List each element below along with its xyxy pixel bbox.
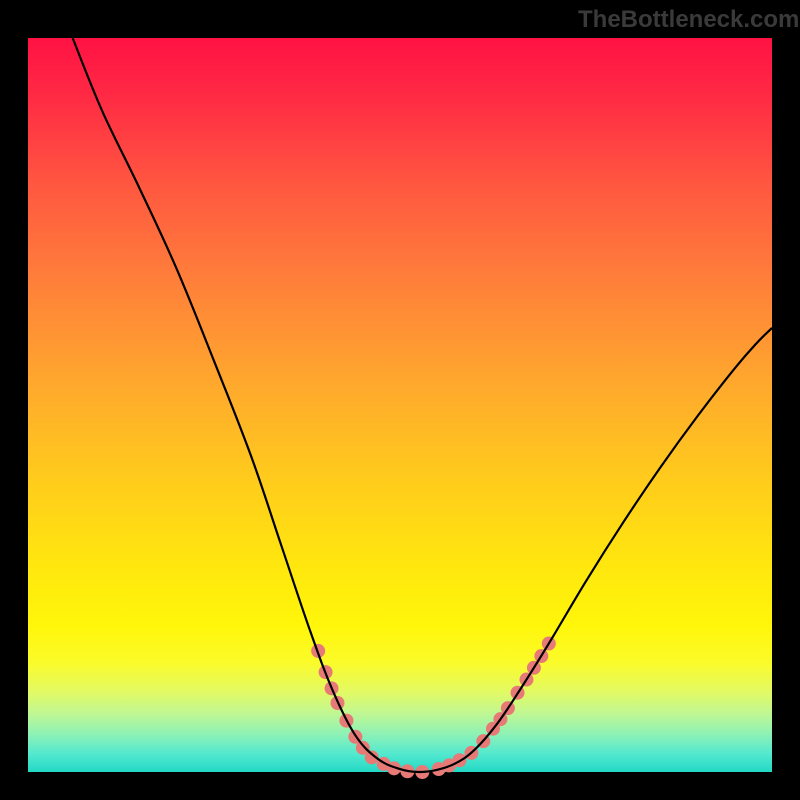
attribution-text: TheBottleneck.com — [578, 6, 799, 34]
chart-root: TheBottleneck.com — [0, 0, 800, 800]
bottleneck-curve — [73, 38, 772, 772]
curve-layer — [0, 0, 800, 800]
